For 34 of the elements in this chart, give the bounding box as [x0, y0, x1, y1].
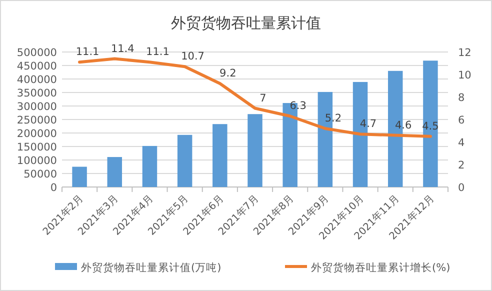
y-tick-label: 150000 [16, 142, 57, 154]
data-label: 7 [260, 92, 266, 104]
y-tick-label: 250000 [16, 114, 57, 126]
y-tick-label: 500000 [16, 47, 57, 59]
y-tick-label: 450000 [16, 60, 57, 72]
y-tick-label: 100000 [16, 155, 57, 167]
bar [212, 124, 228, 187]
data-label: 11.1 [146, 46, 170, 58]
legend-label: 外贸货物吞吐量累计值(万吨) [81, 261, 222, 274]
data-label: 10.7 [181, 50, 205, 63]
bar [248, 114, 262, 187]
y2-tick-label: 2 [458, 160, 465, 172]
y-tick-label: 200000 [16, 128, 57, 140]
legend-label: 外贸货物吞吐量累计增长(%) [311, 261, 450, 274]
y-tick-label: 300000 [16, 101, 57, 113]
bar [142, 146, 158, 187]
data-label: 11.1 [76, 46, 100, 58]
y2-tick-label: 8 [458, 92, 465, 104]
y-tick-label: 0 [50, 182, 57, 194]
y-tick-label: 50000 [24, 168, 57, 180]
bar [423, 60, 438, 187]
chart-title: 外贸货物吞吐量累计值 [171, 14, 321, 32]
bar [72, 166, 87, 187]
bar [107, 157, 122, 187]
y-tick-label: 350000 [16, 88, 57, 100]
y2-tick-label: 12 [458, 47, 472, 59]
y-tick-label: 400000 [16, 74, 57, 86]
y2-tick-label: 10 [458, 70, 472, 82]
y2-tick-label: 0 [458, 182, 465, 194]
bar [177, 134, 192, 187]
y2-tick-label: 6 [458, 114, 465, 126]
y2-tick-label: 4 [458, 137, 465, 149]
data-label: 9.2 [220, 68, 236, 80]
data-label: 11.4 [110, 42, 135, 55]
